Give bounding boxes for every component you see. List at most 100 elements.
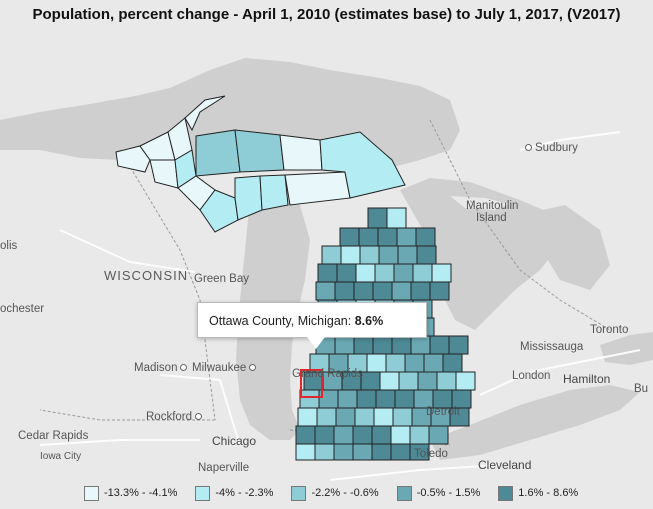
county[interactable] bbox=[391, 335, 412, 355]
county[interactable] bbox=[415, 227, 436, 247]
county[interactable] bbox=[353, 281, 374, 301]
county[interactable] bbox=[352, 443, 373, 461]
county[interactable] bbox=[371, 425, 392, 445]
label-ochester: ochester bbox=[0, 303, 45, 315]
legend-item[interactable]: 1.6% - 8.6% bbox=[498, 485, 578, 501]
upper-peninsula-counties[interactable] bbox=[115, 95, 406, 233]
county[interactable] bbox=[442, 353, 463, 373]
county[interactable] bbox=[314, 443, 335, 461]
county[interactable] bbox=[355, 263, 376, 283]
county[interactable] bbox=[360, 371, 381, 391]
county[interactable] bbox=[339, 227, 360, 247]
county[interactable] bbox=[359, 245, 380, 265]
county-keweenaw bbox=[184, 95, 226, 132]
tooltip-county: Ottawa County, Michigan: bbox=[209, 314, 352, 328]
city-dot bbox=[180, 364, 188, 372]
county[interactable] bbox=[375, 389, 396, 409]
label-sudbury: Sudbury bbox=[522, 142, 578, 154]
label-island: Island bbox=[476, 212, 507, 224]
county[interactable] bbox=[358, 227, 379, 247]
county[interactable] bbox=[367, 207, 388, 229]
county[interactable] bbox=[337, 389, 358, 409]
county[interactable] bbox=[340, 245, 361, 265]
county[interactable] bbox=[356, 389, 377, 409]
county[interactable] bbox=[396, 227, 417, 247]
label-toledo: Toledo bbox=[414, 448, 448, 460]
county[interactable] bbox=[393, 263, 414, 283]
county[interactable] bbox=[374, 263, 395, 283]
county[interactable] bbox=[423, 353, 444, 373]
label-iowa-city: Iowa City bbox=[40, 451, 82, 462]
county[interactable] bbox=[371, 443, 392, 461]
county[interactable] bbox=[392, 407, 413, 427]
county[interactable] bbox=[391, 281, 412, 301]
county[interactable] bbox=[429, 335, 450, 355]
county[interactable] bbox=[317, 263, 338, 283]
county[interactable] bbox=[321, 245, 342, 265]
county[interactable] bbox=[390, 443, 411, 461]
county[interactable] bbox=[448, 335, 469, 355]
county[interactable] bbox=[449, 407, 470, 427]
county[interactable] bbox=[428, 425, 449, 445]
county[interactable] bbox=[372, 281, 393, 301]
county[interactable] bbox=[333, 425, 354, 445]
county[interactable] bbox=[404, 353, 425, 373]
legend-label: -2.2% - -0.6% bbox=[311, 487, 379, 499]
county[interactable] bbox=[379, 371, 400, 391]
county-iron bbox=[149, 159, 179, 189]
county[interactable] bbox=[336, 263, 357, 283]
label-detroit: Detroit bbox=[426, 406, 460, 418]
county-alger bbox=[234, 129, 285, 173]
legend-item[interactable]: -4% - -2.3% bbox=[195, 485, 273, 501]
county[interactable] bbox=[378, 245, 399, 265]
county[interactable] bbox=[366, 353, 387, 373]
county[interactable] bbox=[455, 371, 476, 391]
legend-item[interactable]: -2.2% - -0.6% bbox=[291, 485, 379, 501]
county[interactable] bbox=[409, 443, 430, 461]
county[interactable] bbox=[334, 281, 355, 301]
manitoulin-island bbox=[450, 196, 510, 210]
county[interactable] bbox=[333, 443, 354, 461]
county[interactable] bbox=[394, 389, 415, 409]
county[interactable] bbox=[410, 281, 431, 301]
county[interactable] bbox=[295, 425, 316, 445]
legend-item[interactable]: -0.5% - 1.5% bbox=[396, 485, 480, 501]
county[interactable] bbox=[314, 425, 335, 445]
label-chicago: Chicago bbox=[212, 434, 257, 448]
county[interactable] bbox=[315, 281, 336, 301]
county[interactable] bbox=[352, 425, 373, 445]
county[interactable] bbox=[385, 353, 406, 373]
county[interactable] bbox=[397, 245, 418, 265]
tooltip-value: 8.6% bbox=[354, 314, 384, 328]
county[interactable] bbox=[377, 227, 398, 247]
county[interactable] bbox=[410, 335, 431, 355]
county[interactable] bbox=[316, 407, 337, 427]
county-luce bbox=[279, 134, 323, 171]
county[interactable] bbox=[412, 263, 433, 283]
county[interactable] bbox=[297, 407, 318, 427]
county[interactable] bbox=[295, 443, 316, 461]
label-london: London bbox=[512, 370, 551, 382]
tooltip-arrow bbox=[307, 337, 325, 349]
county[interactable] bbox=[299, 389, 320, 409]
county[interactable] bbox=[429, 281, 450, 301]
ottawa-county-highlight[interactable] bbox=[300, 369, 323, 398]
county-schoolcraft bbox=[259, 174, 289, 211]
county[interactable] bbox=[373, 407, 394, 427]
county-marquette bbox=[195, 129, 241, 177]
county[interactable] bbox=[390, 425, 411, 445]
county[interactable] bbox=[416, 245, 437, 265]
county[interactable] bbox=[417, 371, 438, 391]
legend-item[interactable]: -13.3% - -4.1% bbox=[84, 485, 177, 501]
city-dot bbox=[195, 413, 203, 421]
county[interactable] bbox=[436, 371, 457, 391]
label-olis: olis bbox=[0, 240, 18, 252]
county[interactable] bbox=[431, 263, 452, 283]
county[interactable] bbox=[386, 207, 407, 229]
label-grand-rapids: Grand Rapids bbox=[292, 368, 363, 380]
county[interactable] bbox=[398, 371, 419, 391]
county[interactable] bbox=[409, 425, 430, 445]
county[interactable] bbox=[354, 407, 375, 427]
county[interactable] bbox=[335, 407, 356, 427]
